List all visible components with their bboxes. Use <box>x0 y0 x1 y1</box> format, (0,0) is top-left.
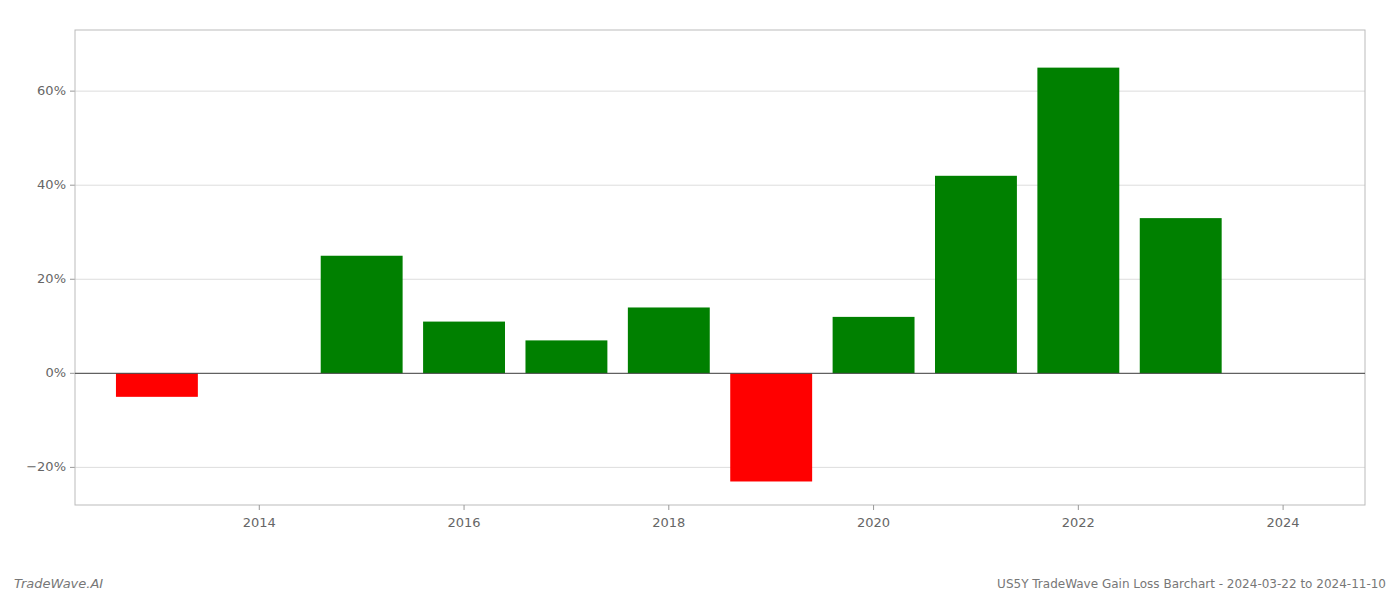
bar <box>730 373 812 481</box>
x-tick <box>259 505 260 510</box>
bar <box>935 176 1017 374</box>
grid-line <box>75 185 1365 186</box>
x-tick-label: 2018 <box>652 515 685 530</box>
bar <box>628 307 710 373</box>
bars <box>116 68 1222 482</box>
chart-svg: −20% 0% 20% 40% 60% 2014 2016 2018 2020 2022 2024 T… <box>0 0 1400 600</box>
x-tick <box>873 505 874 510</box>
bar <box>1140 218 1222 373</box>
y-tick-label: 20% <box>37 271 66 286</box>
x-tick-label: 2024 <box>1267 515 1300 530</box>
y-tick-label: 60% <box>37 83 66 98</box>
y-tick <box>70 185 75 186</box>
y-tick <box>70 91 75 92</box>
grid-line <box>75 467 1365 468</box>
y-tick-label: 40% <box>37 177 66 192</box>
x-tick-label: 2014 <box>243 515 276 530</box>
bar <box>321 256 403 374</box>
grid <box>75 91 1365 467</box>
y-tick <box>70 467 75 468</box>
bar <box>833 317 915 373</box>
footer-left: TradeWave.AI <box>14 576 103 591</box>
x-tick-label: 2020 <box>857 515 890 530</box>
axes: −20% 0% 20% 40% 60% 2014 2016 2018 2020 2022 2024 <box>26 30 1365 530</box>
y-tick <box>70 373 75 374</box>
x-tick <box>1283 505 1284 510</box>
plot-frame <box>75 30 1365 505</box>
bar <box>525 340 607 373</box>
grid-line <box>75 373 1365 374</box>
y-tick-label: −20% <box>26 459 66 474</box>
zero-line <box>75 373 1365 374</box>
x-tick-label: 2022 <box>1062 515 1095 530</box>
footer-right: US5Y TradeWave Gain Loss Barchart - 2024… <box>997 577 1386 591</box>
grid-line <box>75 91 1365 92</box>
bar <box>423 322 505 374</box>
bar <box>116 373 198 397</box>
x-tick <box>668 505 669 510</box>
bar <box>1037 68 1119 374</box>
x-tick <box>464 505 465 510</box>
y-tick <box>70 279 75 280</box>
x-tick-label: 2016 <box>448 515 481 530</box>
chart-container: −20% 0% 20% 40% 60% 2014 2016 2018 2020 2022 2024 T… <box>0 0 1400 600</box>
background <box>0 0 1400 600</box>
x-tick <box>1078 505 1079 510</box>
y-tick-label: 0% <box>45 365 66 380</box>
